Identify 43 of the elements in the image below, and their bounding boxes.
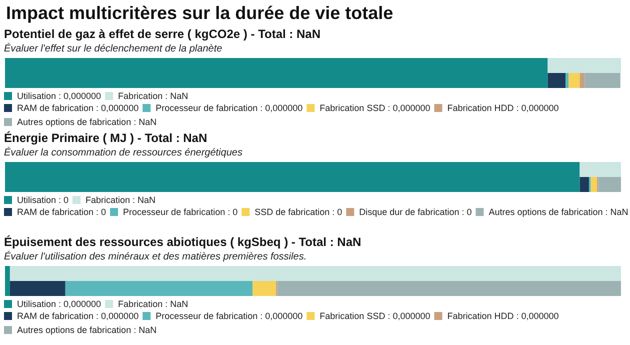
legend-label: Processeur de fabrication : 0,000000 (156, 103, 303, 113)
legend-label: Utilisation : 0,000000 (17, 299, 102, 309)
bar (568, 73, 580, 88)
legend-label: Utilisation : 0 (17, 195, 69, 205)
chart-subtitle: Évaluer l'utilisation des minéraux et des matières premières fossiles. (4, 250, 307, 262)
legend-label: Fabrication SSD : 0,000000 (320, 311, 430, 321)
bar (590, 177, 597, 192)
bar (580, 177, 589, 192)
chart-subtitle: Évaluer l'effet sur le déclenchement de la planète (4, 42, 223, 54)
bar (584, 73, 620, 88)
bar (277, 281, 621, 296)
legend-label: Processeur de fabrication : 0 (123, 207, 238, 217)
bar (548, 73, 566, 88)
legend-label: Autres options de fabrication : NaN (488, 207, 628, 217)
legend-label: Autres options de fabrication : NaN (17, 325, 157, 335)
legend-label: Fabrication SSD : 0,000000 (320, 103, 430, 113)
chart-title: Épuisement des ressources abiotiques ( kgSbeq ) - Total : NaN (4, 235, 362, 249)
bar (65, 281, 253, 296)
legend-label: Fabrication : NaN (86, 195, 156, 205)
legend-label: Autres options de fabrication : NaN (17, 117, 157, 127)
legend-label: Utilisation : 0,000000 (17, 91, 102, 101)
chart-title: Énergie Primaire ( MJ ) - Total : NaN (4, 131, 208, 145)
bar (580, 73, 585, 88)
bar (252, 281, 276, 296)
chart-title: Potentiel de gaz à effet de serre ( kgCO2e ) - Total : NaN (4, 27, 321, 41)
legend-label: RAM de fabrication : 0,000000 (17, 103, 139, 113)
bar (10, 266, 621, 281)
legend-label: RAM de fabrication : 0 (17, 207, 106, 217)
text: Impact multicritères sur la durée de vie totale (5, 2, 394, 25)
bar (10, 281, 66, 296)
legend-label: Fabrication HDD : 0,000000 (447, 103, 559, 113)
legend-label: Fabrication HDD : 0,000000 (447, 311, 559, 321)
bar (548, 58, 621, 73)
legend-label: Processeur de fabrication : 0,000000 (156, 311, 303, 321)
chart-subtitle: Évaluer la consommation de ressources énergétiques (4, 146, 242, 158)
legend-label: RAM de fabrication : 0,000000 (17, 311, 139, 321)
legend-label: Disque dur de fabrication : 0 (359, 207, 472, 217)
legend-label: Fabrication : NaN (118, 299, 188, 309)
legend-label: SSD de fabrication : 0 (254, 207, 342, 217)
bar (566, 73, 569, 88)
bar (598, 177, 621, 192)
bar (580, 162, 621, 177)
legend-label: Fabrication : NaN (118, 91, 188, 101)
